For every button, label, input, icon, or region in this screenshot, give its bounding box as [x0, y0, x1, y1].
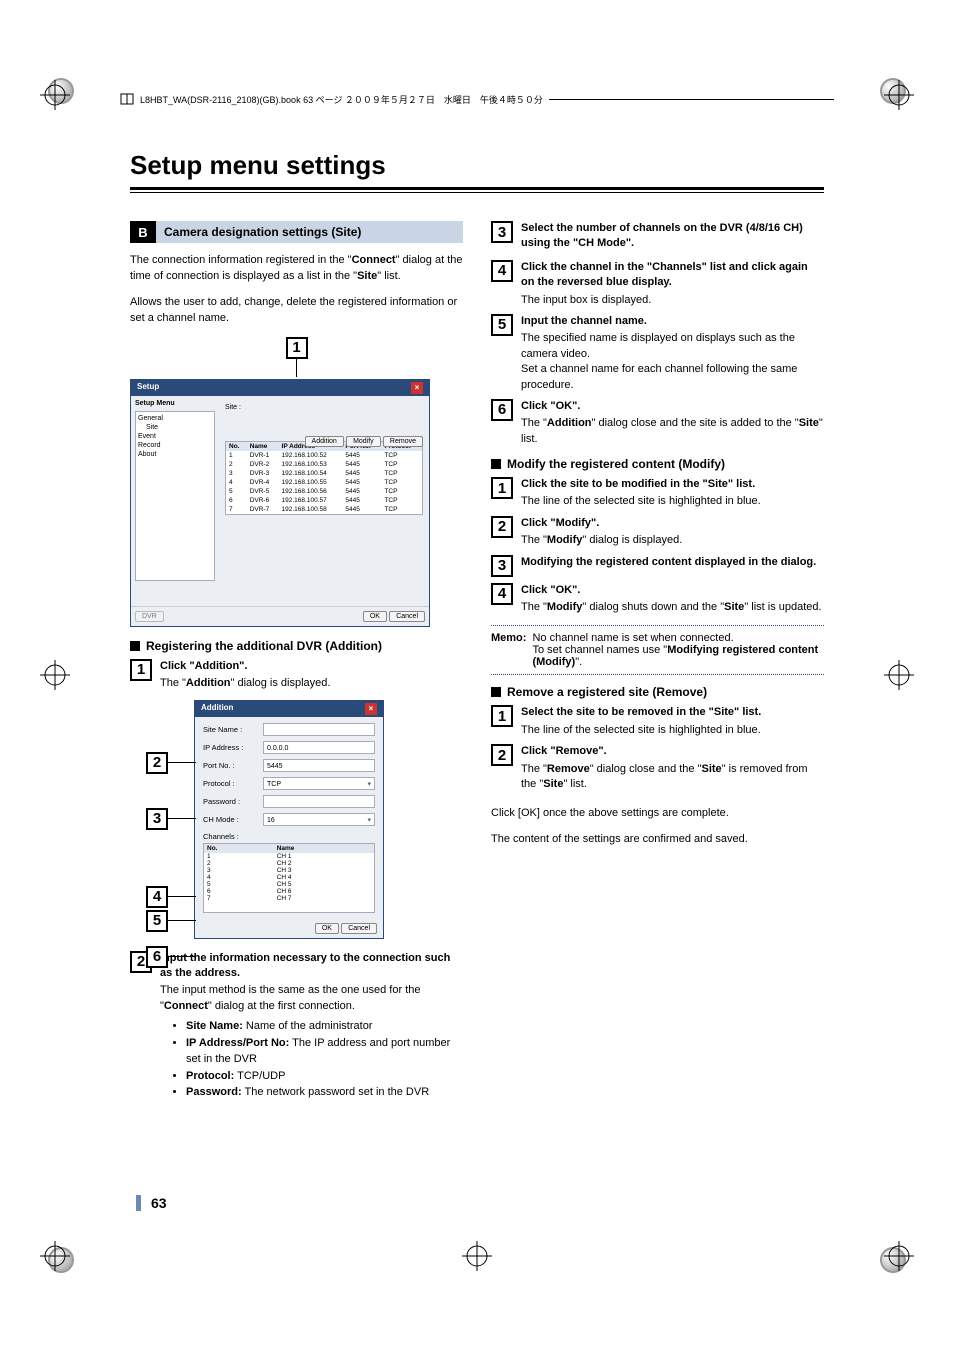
- ok-button[interactable]: OK: [363, 611, 387, 622]
- subhead-remove: Remove a registered site (Remove): [491, 685, 824, 699]
- site-label: Site :: [225, 404, 423, 411]
- crop-mark: [40, 1241, 70, 1271]
- crop-mark: [40, 660, 70, 690]
- print-header: L8HBT_WA(DSR-2116_2108)(GB).book 63 ページ …: [120, 92, 834, 106]
- setup-dialog: Setup × Setup Menu General Site Event Re…: [130, 379, 430, 627]
- book-icon: [120, 92, 134, 106]
- memo-label: Memo:: [491, 632, 526, 668]
- subhead-register: Registering the additional DVR (Addition…: [130, 639, 463, 653]
- table-row[interactable]: 1CH 1: [204, 853, 374, 860]
- table-row[interactable]: 4DVR-4192.168.100.555445TCP: [226, 478, 423, 487]
- closing-2: The content of the settings are confirme…: [491, 832, 824, 848]
- addition-dialog: Addition × Site Name : IP Address :0.0.0…: [194, 700, 384, 939]
- close-icon[interactable]: ×: [411, 382, 423, 394]
- memo-box: Memo: No channel name is set when connec…: [491, 625, 824, 675]
- step-head: Modifying the registered content display…: [521, 555, 824, 570]
- site-name-input[interactable]: [263, 723, 375, 736]
- step-number: 2: [491, 516, 513, 538]
- chmode-select[interactable]: 16: [263, 813, 375, 826]
- step-head: Select the number of channels on the DVR…: [521, 221, 824, 252]
- title-underline: [130, 187, 824, 193]
- crop-mark: [884, 80, 914, 110]
- addition-button[interactable]: Addition: [305, 436, 344, 447]
- step-head: Click "Addition".: [160, 659, 463, 674]
- table-row[interactable]: 6DVR-6192.168.100.575445TCP: [226, 496, 423, 505]
- callout-6: 6: [146, 946, 168, 968]
- step-number: 6: [491, 399, 513, 421]
- step-head: Input the information necessary to the c…: [160, 951, 463, 982]
- table-row[interactable]: 5DVR-5192.168.100.565445TCP: [226, 487, 423, 496]
- page-content: Setup menu settings B Camera designation…: [130, 150, 824, 1201]
- password-input[interactable]: [263, 795, 375, 808]
- callout-2: 2: [146, 752, 168, 774]
- ip-input[interactable]: 0.0.0.0: [263, 741, 375, 754]
- step: 2 Input the information necessary to the…: [130, 951, 463, 1105]
- setup-tree[interactable]: General Site Event Record About: [135, 411, 215, 581]
- step-number: 5: [491, 314, 513, 336]
- step-head: Click the channel in the "Channels" list…: [521, 260, 824, 291]
- cancel-button[interactable]: Cancel: [389, 611, 425, 622]
- step-head: Select the site to be removed in the "Si…: [521, 705, 824, 720]
- left-column: B Camera designation settings (Site) The…: [130, 221, 463, 1111]
- step-head: Click the site to be modified in the "Si…: [521, 477, 824, 492]
- cancel-button[interactable]: Cancel: [341, 923, 377, 934]
- step-head: Click "Remove".: [521, 744, 824, 759]
- table-row[interactable]: 7CH 7: [204, 895, 374, 902]
- ok-button[interactable]: OK: [315, 923, 339, 934]
- crop-mark: [462, 1241, 492, 1271]
- table-row[interactable]: 1DVR-1192.168.100.525445TCP: [226, 451, 423, 460]
- page-number: 63: [136, 1195, 167, 1211]
- protocol-select[interactable]: TCP: [263, 777, 375, 790]
- step-head: Click "OK".: [521, 583, 824, 598]
- step-number: 4: [491, 260, 513, 282]
- crop-mark: [884, 1241, 914, 1271]
- section-label: Camera designation settings (Site): [156, 221, 463, 243]
- step-number: 1: [491, 705, 513, 727]
- step-head: Click "Modify".: [521, 516, 824, 531]
- section-header: B Camera designation settings (Site): [130, 221, 463, 243]
- step-number: 3: [491, 555, 513, 577]
- intro-paragraph: The connection information registered in…: [130, 253, 463, 285]
- step-head: Input the channel name.: [521, 314, 824, 329]
- site-table[interactable]: No.NameIP AddressPort No.Protocol 1DVR-1…: [225, 441, 423, 515]
- table-row[interactable]: 2DVR-2192.168.100.535445TCP: [226, 460, 423, 469]
- step-number: 4: [491, 583, 513, 605]
- table-row[interactable]: 2CH 2: [204, 860, 374, 867]
- print-header-text: L8HBT_WA(DSR-2116_2108)(GB).book 63 ページ …: [140, 93, 543, 106]
- intro-paragraph-2: Allows the user to add, change, delete t…: [130, 295, 463, 327]
- table-row[interactable]: 6CH 6: [204, 888, 374, 895]
- close-icon[interactable]: ×: [365, 703, 377, 715]
- crop-mark: [40, 80, 70, 110]
- addition-dialog-title: Addition: [201, 703, 233, 715]
- crop-mark: [884, 660, 914, 690]
- table-row[interactable]: 7DVR-7192.168.100.585445TCP: [226, 505, 423, 515]
- table-row[interactable]: 5CH 5: [204, 881, 374, 888]
- channels-table[interactable]: No.Name1CH 12CH 23CH 34CH 45CH 56CH 67CH…: [203, 843, 375, 913]
- callout-3: 3: [146, 808, 168, 830]
- section-letter: B: [130, 221, 156, 243]
- table-row[interactable]: 3DVR-3192.168.100.545445TCP: [226, 469, 423, 478]
- dvr-button: DVR: [135, 611, 164, 622]
- dialog-title: Setup: [137, 382, 159, 394]
- callout-5: 5: [146, 910, 168, 932]
- table-row[interactable]: 3CH 3: [204, 867, 374, 874]
- dialog-titlebar: Setup ×: [131, 380, 429, 396]
- callout-4: 4: [146, 886, 168, 908]
- page-title: Setup menu settings: [130, 150, 824, 181]
- remove-button[interactable]: Remove: [383, 436, 423, 447]
- step-number: 1: [491, 477, 513, 499]
- subhead-modify: Modify the registered content (Modify): [491, 457, 824, 471]
- step-number: 3: [491, 221, 513, 243]
- step-head: Click "OK".: [521, 399, 824, 414]
- step: 1 Click "Addition". The "Addition" dialo…: [130, 659, 463, 692]
- table-row[interactable]: 4CH 4: [204, 874, 374, 881]
- port-input[interactable]: 5445: [263, 759, 375, 772]
- step-number: 1: [130, 659, 152, 681]
- right-column: 3 Select the number of channels on the D…: [491, 221, 824, 1111]
- modify-button[interactable]: Modify: [346, 436, 381, 447]
- step-number: 2: [491, 744, 513, 766]
- tree-label: Setup Menu: [135, 400, 219, 407]
- callout-1: 1: [286, 337, 308, 359]
- closing-1: Click [OK] once the above settings are c…: [491, 806, 824, 822]
